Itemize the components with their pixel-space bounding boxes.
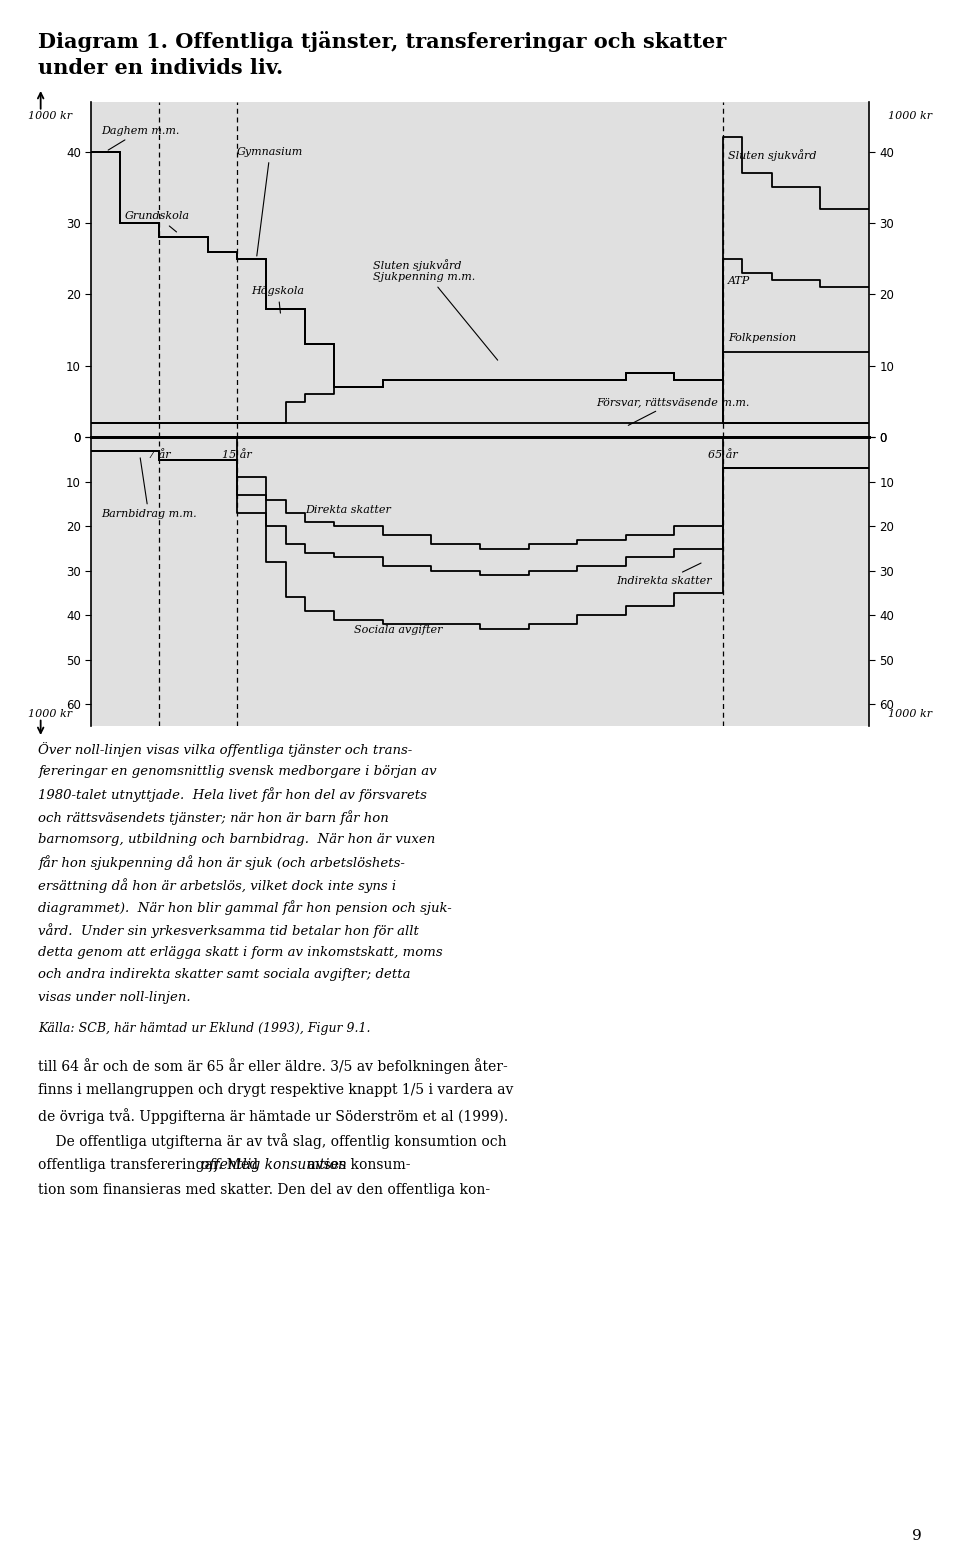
Text: 1000 kr: 1000 kr bbox=[888, 111, 932, 122]
Text: De offentliga utgifterna är av två slag, offentlig konsumtion och: De offentliga utgifterna är av två slag,… bbox=[38, 1132, 507, 1148]
Text: Sluten sjukvård: Sluten sjukvård bbox=[728, 148, 816, 161]
Text: Högskola: Högskola bbox=[252, 286, 304, 312]
Text: finns i mellangruppen och drygt respektive knappt 1/5 i vardera av: finns i mellangruppen och drygt respekti… bbox=[38, 1082, 514, 1097]
Text: Daghem m.m.: Daghem m.m. bbox=[101, 125, 180, 150]
Text: Källa: SCB, här hämtad ur Eklund (1993), Figur 9.1.: Källa: SCB, här hämtad ur Eklund (1993),… bbox=[38, 1022, 371, 1034]
Text: offentliga transfereringar. Med: offentliga transfereringar. Med bbox=[38, 1157, 263, 1172]
Text: detta genom att erlägga skatt i form av inkomstskatt, moms: detta genom att erlägga skatt i form av … bbox=[38, 945, 443, 959]
Text: Försvar, rättsväsende m.m.: Försvar, rättsväsende m.m. bbox=[597, 397, 750, 425]
Text: Barnbidrag m.m.: Barnbidrag m.m. bbox=[101, 458, 197, 520]
Text: 1000 kr: 1000 kr bbox=[28, 111, 72, 122]
Text: 9: 9 bbox=[912, 1529, 922, 1543]
Text: Folkpension: Folkpension bbox=[728, 333, 796, 344]
Text: och andra indirekta skatter samt sociala avgifter; detta: och andra indirekta skatter samt sociala… bbox=[38, 968, 411, 981]
Text: Sociala avgifter: Sociala avgifter bbox=[353, 625, 443, 636]
Text: till 64 år och de som är 65 år eller äldre. 3/5 av befolkningen åter-: till 64 år och de som är 65 år eller äld… bbox=[38, 1057, 508, 1073]
Text: barnomsorg, utbildning och barnbidrag.  När hon är vuxen: barnomsorg, utbildning och barnbidrag. N… bbox=[38, 833, 436, 845]
Text: 1000 kr: 1000 kr bbox=[888, 709, 932, 720]
Text: 1000 kr: 1000 kr bbox=[28, 709, 72, 720]
Text: Indirekta skatter: Indirekta skatter bbox=[616, 562, 711, 586]
Text: 65 år: 65 år bbox=[708, 450, 738, 459]
Text: de övriga två. Uppgifterna är hämtade ur Söderström et al (1999).: de övriga två. Uppgifterna är hämtade ur… bbox=[38, 1107, 509, 1123]
Text: Sluten sjukvård
Sjukpenning m.m.: Sluten sjukvård Sjukpenning m.m. bbox=[373, 259, 497, 361]
Text: Direkta skatter: Direkta skatter bbox=[305, 505, 391, 515]
Text: 15 år: 15 år bbox=[222, 450, 252, 459]
Text: visas under noll-linjen.: visas under noll-linjen. bbox=[38, 990, 191, 1004]
Text: ersättning då hon är arbetslös, vilket dock inte syns i: ersättning då hon är arbetslös, vilket d… bbox=[38, 878, 396, 893]
Text: ATP: ATP bbox=[728, 276, 750, 286]
Text: Diagram 1. Offentliga tjänster, transfereringar och skatter: Diagram 1. Offentliga tjänster, transfer… bbox=[38, 31, 727, 52]
Text: Grundskola: Grundskola bbox=[125, 211, 190, 231]
Text: får hon sjukpenning då hon är sjuk (och arbetslöshets-: får hon sjukpenning då hon är sjuk (och … bbox=[38, 856, 405, 870]
Text: offentlig konsumtion: offentlig konsumtion bbox=[202, 1157, 347, 1172]
Text: fereringar en genomsnittlig svensk medborgare i början av: fereringar en genomsnittlig svensk medbo… bbox=[38, 764, 437, 778]
Text: och rättsväsendets tjänster; när hon är barn får hon: och rättsväsendets tjänster; när hon är … bbox=[38, 809, 389, 825]
Text: diagrammet).  När hon blir gammal får hon pension och sjuk-: diagrammet). När hon blir gammal får hon… bbox=[38, 900, 452, 915]
Text: vård.  Under sin yrkesverksamma tid betalar hon för allt: vård. Under sin yrkesverksamma tid betal… bbox=[38, 923, 420, 939]
Text: 1980-talet utnyttjade.  Hela livet får hon del av försvarets: 1980-talet utnyttjade. Hela livet får ho… bbox=[38, 787, 427, 803]
Text: Gymnasium: Gymnasium bbox=[237, 147, 303, 256]
Text: tion som finansieras med skatter. Den del av den offentliga kon-: tion som finansieras med skatter. Den de… bbox=[38, 1182, 491, 1196]
Text: Över noll-linjen visas vilka offentliga tjänster och trans-: Över noll-linjen visas vilka offentliga … bbox=[38, 742, 413, 758]
Text: under en individs liv.: under en individs liv. bbox=[38, 58, 283, 78]
Text: 7 år: 7 år bbox=[148, 450, 171, 459]
Text: avses konsum-: avses konsum- bbox=[303, 1157, 411, 1172]
